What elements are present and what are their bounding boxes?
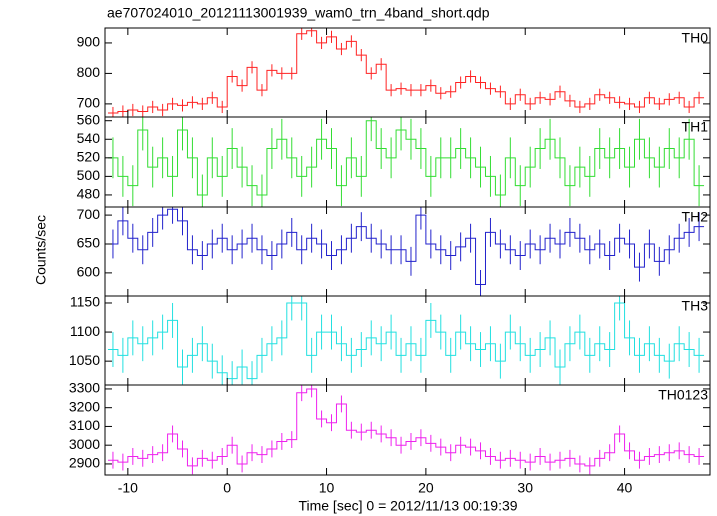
y-tick-label: 600 xyxy=(77,264,101,280)
y-tick-label: 700 xyxy=(77,206,101,222)
x-tick-label: 40 xyxy=(617,480,633,496)
y-tick-label: 800 xyxy=(77,64,101,80)
y-tick-label: 1100 xyxy=(70,323,100,339)
panel-data xyxy=(107,117,705,207)
y-tick-label: 700 xyxy=(77,95,101,111)
x-axis-label: Time [sec] 0 = 2012/11/13 00:19:39 xyxy=(298,498,517,514)
panel-label: TH1 xyxy=(682,119,709,135)
panel-data xyxy=(107,385,705,475)
y-tick-label: 3000 xyxy=(69,436,100,452)
y-tick-label: 2900 xyxy=(69,455,100,471)
x-tick-label: 20 xyxy=(418,480,434,496)
y-tick-label: 1050 xyxy=(69,352,100,368)
panel-label: TH2 xyxy=(682,209,709,225)
step-line xyxy=(107,302,705,380)
panel-data xyxy=(107,296,705,385)
step-line xyxy=(107,208,705,285)
y-tick-label: 650 xyxy=(77,235,101,251)
y-tick-label: 500 xyxy=(77,167,101,183)
panel-label: TH3 xyxy=(682,298,709,314)
step-line xyxy=(107,388,705,467)
panel-label: TH0123 xyxy=(658,387,708,403)
y-axis-label: Counts/sec xyxy=(33,215,49,285)
panel-data xyxy=(107,207,705,296)
y-tick-label: 3300 xyxy=(69,380,100,396)
y-tick-label: 3200 xyxy=(69,398,100,414)
y-tick-label: 560 xyxy=(77,111,101,127)
x-tick-label: 10 xyxy=(319,480,335,496)
y-tick-label: 480 xyxy=(77,186,101,202)
y-tick-label: 900 xyxy=(77,34,101,50)
x-tick-label: 30 xyxy=(517,480,533,496)
panel-label: TH0 xyxy=(682,30,709,46)
panel-data xyxy=(107,28,705,117)
panel-frame xyxy=(104,384,711,476)
chart-title: ae707024010_20121113001939_wam0_trn_4ban… xyxy=(107,5,490,21)
y-tick-label: 540 xyxy=(77,130,101,146)
y-tick-label: 1150 xyxy=(70,294,100,310)
step-line xyxy=(107,30,705,114)
step-line xyxy=(107,120,705,196)
x-tick-label: -10 xyxy=(118,480,138,496)
x-tick-label: 0 xyxy=(223,480,231,496)
y-tick-label: 3100 xyxy=(69,417,100,433)
y-tick-label: 520 xyxy=(77,149,101,165)
